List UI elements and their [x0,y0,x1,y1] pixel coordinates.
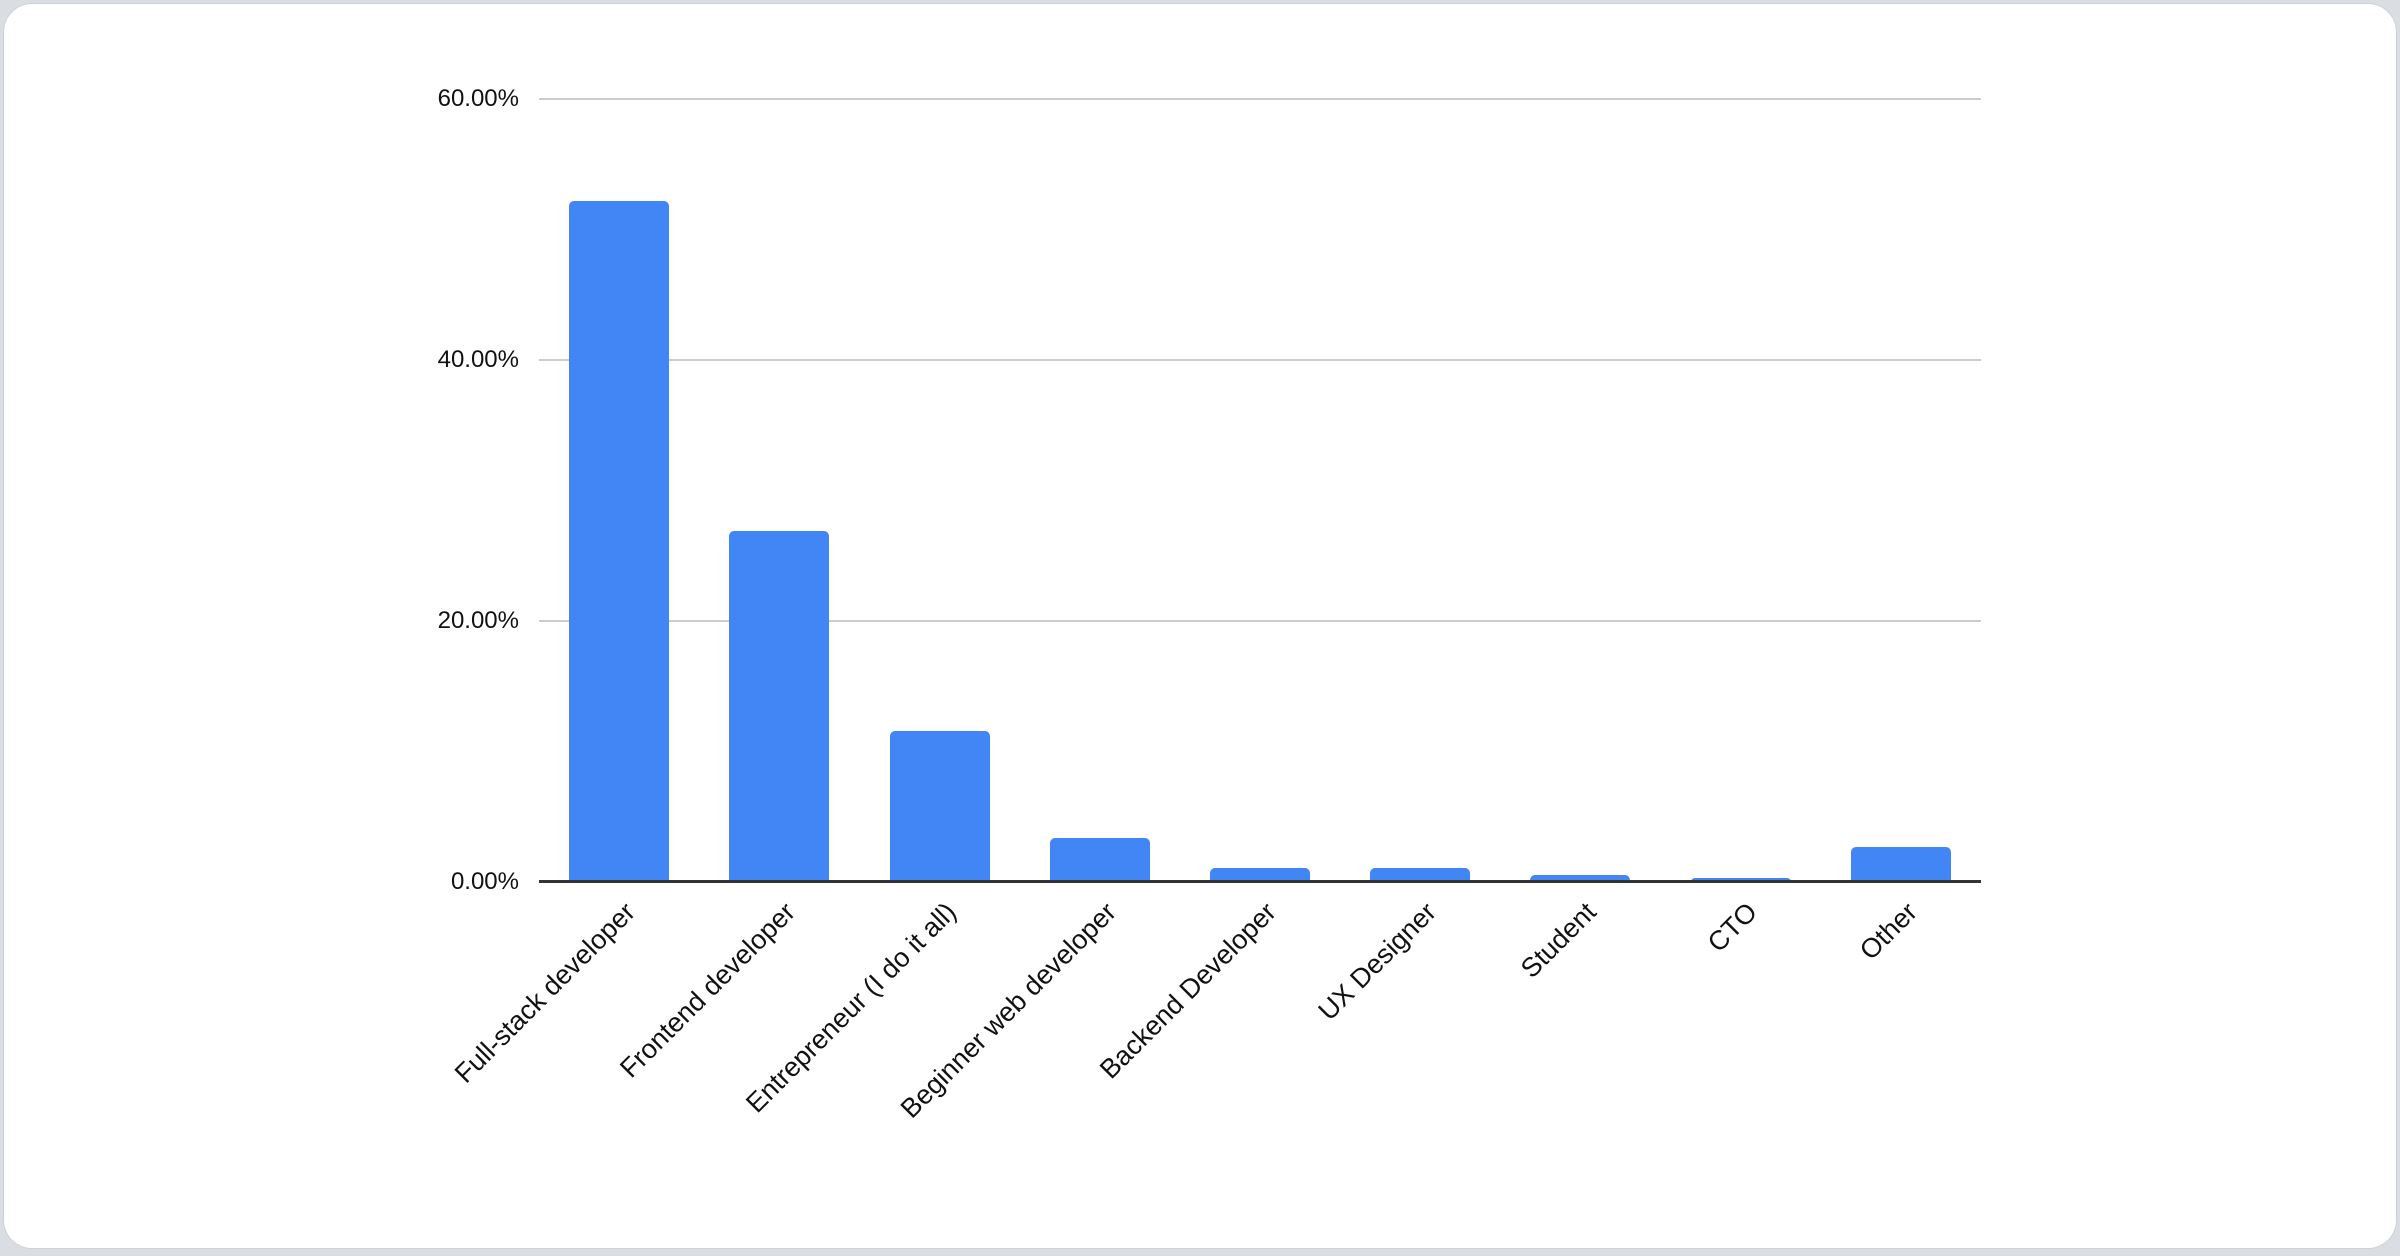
x-axis-label-frontend-developer: Frontend developer [614,896,802,1084]
y-tick-label-20: 20.00% [437,607,519,634]
bar-slot-full-stack-developer [539,99,699,882]
x-axis-label-backend-developer: Backend Developer [1094,896,1282,1085]
x-axis-label-student: Student [1515,896,1603,984]
bar-slot-backend-developer [1180,99,1340,882]
gridline-60 [539,98,1981,100]
bar-student[interactable] [1530,875,1631,882]
bar-slot-entrepreneur-i-do-it-all [859,99,1019,882]
bar-slot-other [1821,99,1981,882]
bar-full-stack-developer[interactable] [569,200,670,882]
bar-slot-beginner-web-developer [1020,99,1180,882]
chart-card: 0.00% 20.00% 40.00% 60.00% Full-stack devel… [4,4,2396,1248]
bar-ux-designer[interactable] [1370,867,1471,882]
bar-slot-cto [1661,99,1821,882]
gridline-40 [539,359,1981,361]
bar-slot-student [1500,99,1660,882]
plot-area [539,98,1981,883]
bar-other[interactable] [1850,846,1951,882]
bars-layer [539,99,1981,882]
x-axis-line [539,880,1981,883]
bar-frontend-developer[interactable] [729,530,830,882]
bar-entrepreneur-i-do-it-all[interactable] [889,730,990,882]
gridline-20 [539,620,1981,622]
bar-beginner-web-developer[interactable] [1049,837,1150,882]
x-axis-label-ux-designer: UX Designer [1312,896,1443,1027]
y-tick-label-0: 0.00% [450,868,519,895]
bar-slot-frontend-developer [699,99,859,882]
y-tick-label-40: 40.00% [437,346,519,373]
bar-backend-developer[interactable] [1209,867,1310,882]
y-tick-label-60: 60.00% [437,85,519,112]
bar-slot-ux-designer [1340,99,1500,882]
x-axis-label-other: Other [1853,896,1923,966]
x-axis-label-cto: CTO [1701,896,1763,958]
